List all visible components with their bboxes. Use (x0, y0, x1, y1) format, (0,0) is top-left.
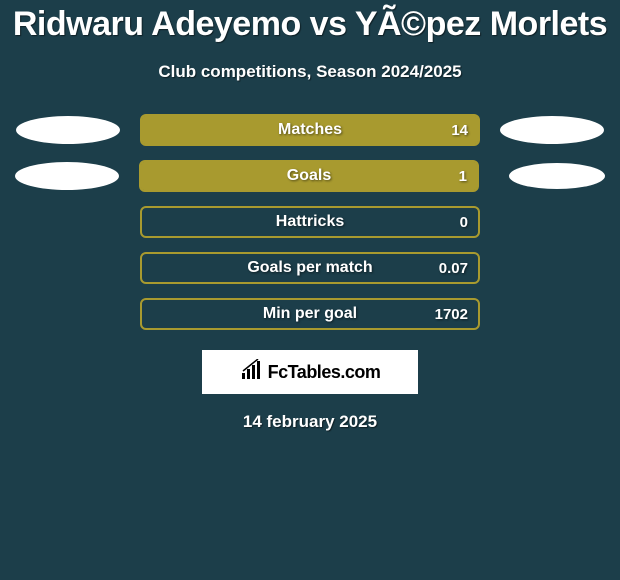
right-ellipse (509, 163, 605, 189)
ellipse-spacer (500, 300, 604, 328)
stat-value: 0 (460, 214, 468, 231)
left-ellipse (15, 162, 119, 190)
stat-row: Hattricks 0 (0, 206, 620, 238)
ellipse-spacer (500, 208, 604, 236)
stat-label: Goals (287, 167, 331, 185)
date-text: 14 february 2025 (0, 412, 620, 432)
stat-label: Hattricks (276, 213, 344, 231)
brand-text: FcTables.com (268, 362, 381, 383)
stat-bar: Goals per match 0.07 (140, 252, 480, 284)
stat-row: Goals per match 0.07 (0, 252, 620, 284)
stat-label: Min per goal (263, 305, 357, 323)
stat-bar: Matches 14 (140, 114, 480, 146)
stat-row: Matches 14 (0, 114, 620, 146)
ellipse-spacer (16, 300, 120, 328)
stat-row: Goals 1 (0, 160, 620, 192)
stat-label: Matches (278, 121, 342, 139)
page-title: Ridwaru Adeyemo vs YÃ©pez Morlets (0, 5, 620, 44)
brand-logo[interactable]: FcTables.com (202, 350, 418, 394)
stat-bar: Hattricks 0 (140, 206, 480, 238)
stat-bar: Min per goal 1702 (140, 298, 480, 330)
stat-value: 0.07 (439, 260, 468, 277)
left-ellipse (16, 116, 120, 144)
ellipse-spacer (16, 208, 120, 236)
subtitle: Club competitions, Season 2024/2025 (0, 62, 620, 82)
comparison-card: Ridwaru Adeyemo vs YÃ©pez Morlets Club c… (0, 0, 620, 432)
stat-value: 1702 (435, 306, 468, 323)
stat-value: 14 (451, 122, 468, 139)
right-ellipse (500, 116, 604, 144)
stat-row: Min per goal 1702 (0, 298, 620, 330)
stat-bar: Goals 1 (139, 160, 479, 192)
stat-label: Goals per match (247, 259, 372, 277)
stat-value: 1 (459, 168, 467, 185)
ellipse-spacer (500, 254, 604, 282)
stats-list: Matches 14 Goals 1 Hattricks 0 Goals per match… (0, 114, 620, 330)
chart-icon (240, 359, 264, 386)
ellipse-spacer (16, 254, 120, 282)
